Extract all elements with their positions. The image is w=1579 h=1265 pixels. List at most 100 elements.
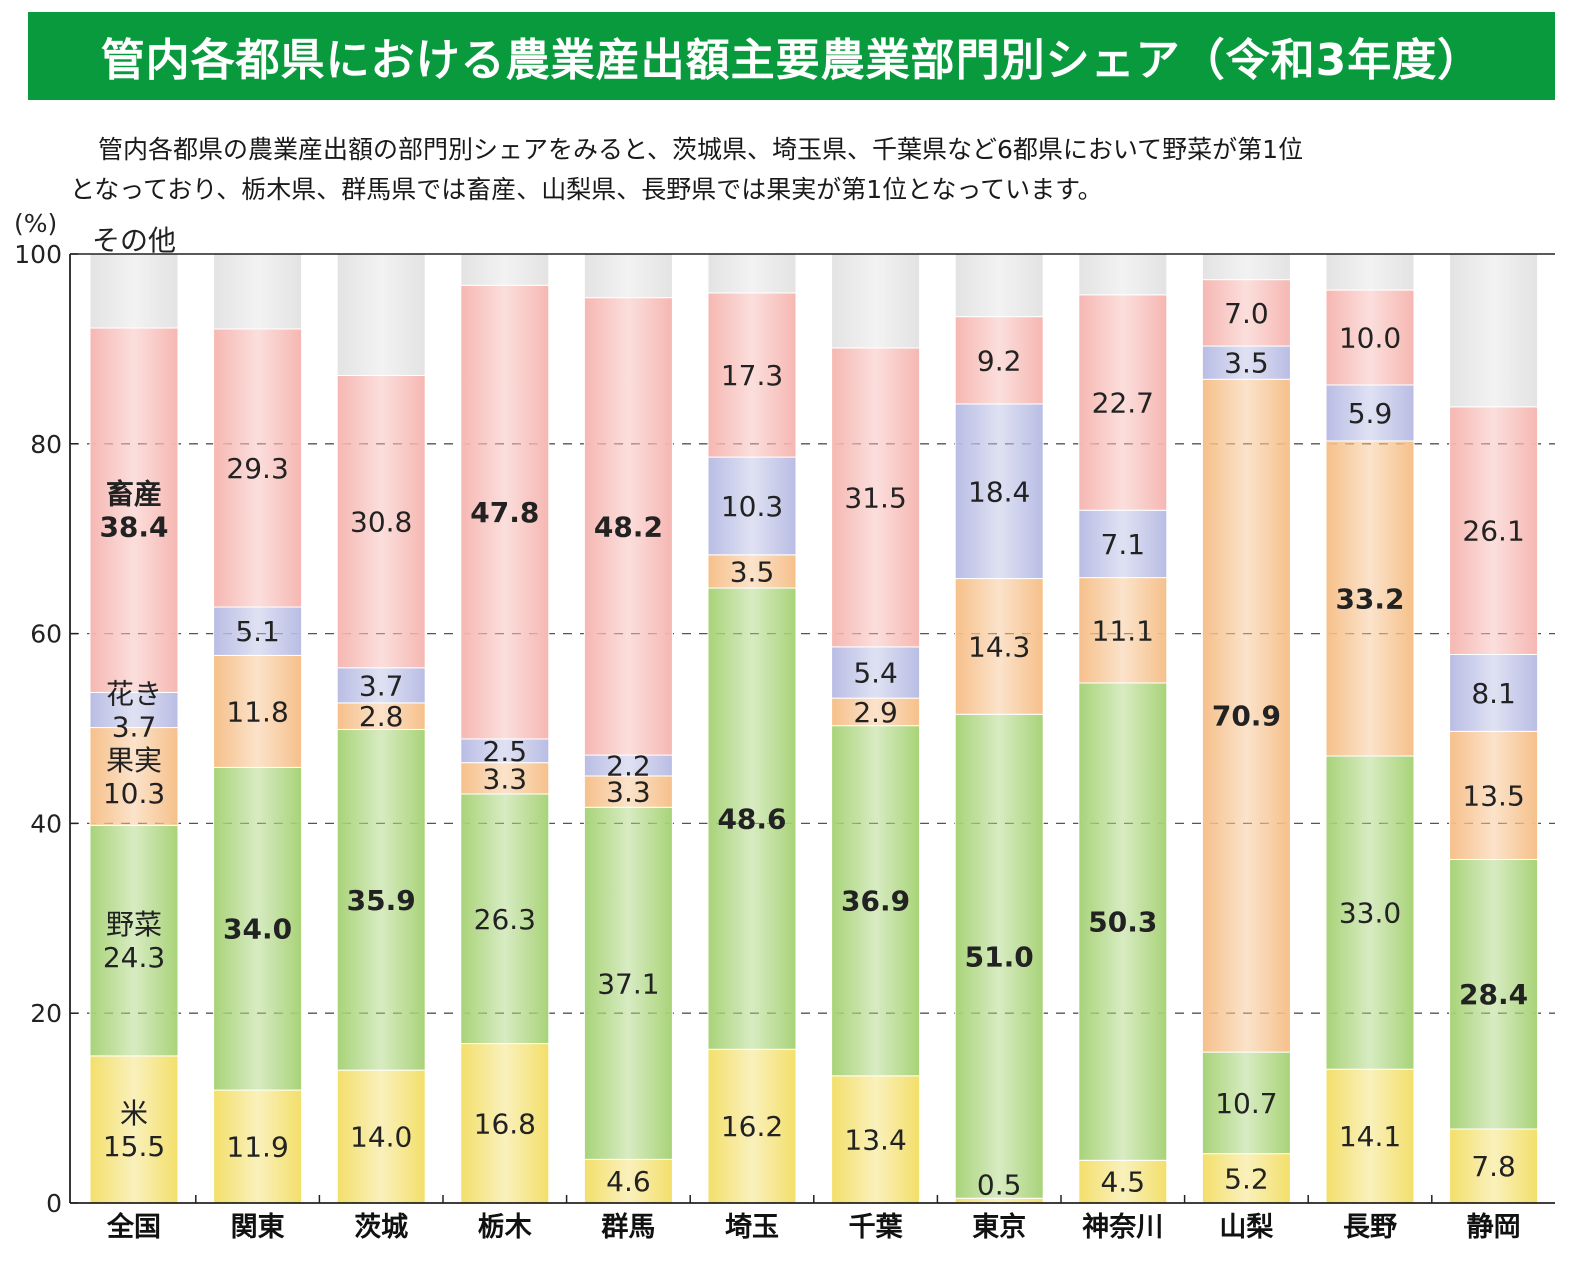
segment-rice-埼玉 (707, 1048, 797, 1204)
segment-vegetables-関東 (213, 766, 303, 1091)
segment-livestock-関東 (213, 328, 303, 608)
label-rice-関東: 11.9 (226, 1131, 288, 1164)
segment-flowers-東京 (954, 403, 1044, 580)
label-fruits-長野: 33.2 (1335, 582, 1404, 615)
segment-other-栃木 (460, 253, 550, 286)
label-flowers-関東: 5.1 (235, 615, 280, 648)
x-category-label-長野: 長野 (1343, 1212, 1397, 1243)
y-tick-label-0: 0 (46, 1189, 62, 1218)
label-livestock-埼玉: 17.3 (721, 359, 783, 392)
segment-other-全国 (89, 253, 179, 329)
label-fruits-神奈川: 11.1 (1092, 614, 1154, 647)
segment-livestock-茨城 (336, 374, 426, 669)
segment-livestock-埼玉 (707, 292, 797, 458)
segment-livestock-静岡 (1449, 406, 1539, 655)
x-category-label-関東: 関東 (231, 1212, 285, 1243)
label-flowers-群馬: 2.2 (606, 750, 651, 783)
segment-livestock-神奈川 (1078, 294, 1168, 511)
segment-livestock-山梨 (1201, 279, 1291, 347)
segment-vegetables-栃木 (460, 793, 550, 1045)
segment-other-茨城 (336, 253, 426, 376)
label-fruits-栃木: 3.3 (483, 762, 528, 795)
x-category-label-神奈川: 神奈川 (1082, 1212, 1163, 1243)
bar-千葉 (831, 253, 921, 1204)
label-livestock-関東: 29.3 (226, 452, 288, 485)
label-fruits-全国: 果実 10.3 (103, 744, 165, 810)
label-vegetables-東京: 51.0 (965, 940, 1034, 973)
segment-flowers-千葉 (831, 646, 921, 699)
label-livestock-茨城: 30.8 (350, 506, 412, 539)
bar-茨城 (336, 253, 426, 1204)
x-category-label-静岡: 静岡 (1467, 1212, 1521, 1243)
label-flowers-千葉: 5.4 (853, 657, 898, 690)
segment-rice-全国 (89, 1055, 179, 1204)
segment-vegetables-埼玉 (707, 587, 797, 1050)
label-flowers-全国: 花き 3.7 (106, 677, 162, 743)
label-vegetables-全国: 野菜 24.3 (103, 908, 165, 974)
segment-other-長野 (1325, 253, 1415, 291)
segment-livestock-東京 (954, 316, 1044, 405)
y-tick-label-100: 100 (14, 240, 62, 269)
bar-栃木 (460, 253, 550, 1204)
label-vegetables-関東: 34.0 (223, 913, 292, 946)
y-axis-unit-label: (%) (14, 209, 57, 238)
label-flowers-山梨: 3.5 (1224, 347, 1269, 380)
y-tick-label-20: 20 (30, 999, 62, 1028)
segment-rice-千葉 (831, 1075, 921, 1204)
bar-静岡 (1449, 253, 1539, 1204)
bars (89, 253, 1539, 1204)
label-vegetables-千葉: 36.9 (841, 885, 910, 918)
segment-vegetables-群馬 (583, 806, 673, 1160)
segment-rice-関東 (213, 1089, 303, 1204)
label-livestock-群馬: 48.2 (594, 510, 663, 543)
x-category-label-栃木: 栃木 (478, 1212, 532, 1243)
label-vegetables-静岡: 28.4 (1459, 978, 1528, 1011)
label-other-全国: その他 (92, 224, 176, 257)
bar-関東 (213, 253, 303, 1204)
label-fruits-東京: 14.3 (968, 630, 1030, 663)
y-tick-label-60: 60 (30, 620, 62, 649)
bar-神奈川 (1078, 253, 1168, 1204)
segment-rice-栃木 (460, 1043, 550, 1204)
segment-fruits-東京 (954, 578, 1044, 715)
label-livestock-東京: 9.2 (977, 344, 1022, 377)
label-livestock-山梨: 7.0 (1224, 297, 1269, 330)
y-tick-label-40: 40 (30, 809, 62, 838)
segment-fruits-埼玉 (707, 554, 797, 589)
label-livestock-神奈川: 22.7 (1092, 387, 1154, 420)
segment-vegetables-千葉 (831, 725, 921, 1077)
chart-title: 管内各都県における農業産出額主要農業部門別シェア（令和3年度） (28, 12, 1555, 100)
segment-other-埼玉 (707, 253, 797, 294)
label-flowers-静岡: 8.1 (1471, 677, 1516, 710)
segment-fruits-神奈川 (1078, 577, 1168, 684)
bar-長野 (1325, 253, 1415, 1204)
label-fruits-埼玉: 3.5 (730, 555, 775, 588)
x-category-label-埼玉: 埼玉 (725, 1212, 779, 1243)
segment-other-東京 (954, 253, 1044, 318)
label-rice-山梨: 5.2 (1224, 1162, 1269, 1195)
x-category-label-東京: 東京 (972, 1211, 1026, 1243)
label-rice-東京: 0.5 (977, 1168, 1022, 1201)
segment-fruits-茨城 (336, 702, 426, 730)
segment-other-群馬 (583, 253, 673, 299)
segment-vegetables-茨城 (336, 728, 426, 1071)
segment-vegetables-全国 (89, 824, 179, 1057)
label-fruits-群馬: 3.3 (606, 776, 651, 809)
label-livestock-栃木: 47.8 (470, 496, 539, 529)
segment-fruits-山梨 (1201, 378, 1291, 1053)
x-category-label-山梨: 山梨 (1219, 1212, 1273, 1243)
x-category-label-全国: 全国 (106, 1211, 161, 1243)
segment-other-関東 (213, 253, 303, 330)
label-flowers-埼玉: 10.3 (721, 490, 783, 523)
label-rice-神奈川: 4.5 (1101, 1166, 1146, 1199)
label-flowers-茨城: 3.7 (359, 669, 404, 702)
x-category-label-群馬: 群馬 (601, 1212, 655, 1243)
bar-全国 (89, 253, 179, 1204)
segment-fruits-群馬 (583, 775, 673, 808)
segment-vegetables-東京 (954, 713, 1044, 1199)
segment-flowers-静岡 (1449, 653, 1539, 732)
label-vegetables-栃木: 26.3 (474, 903, 536, 936)
segment-flowers-山梨 (1201, 345, 1291, 380)
